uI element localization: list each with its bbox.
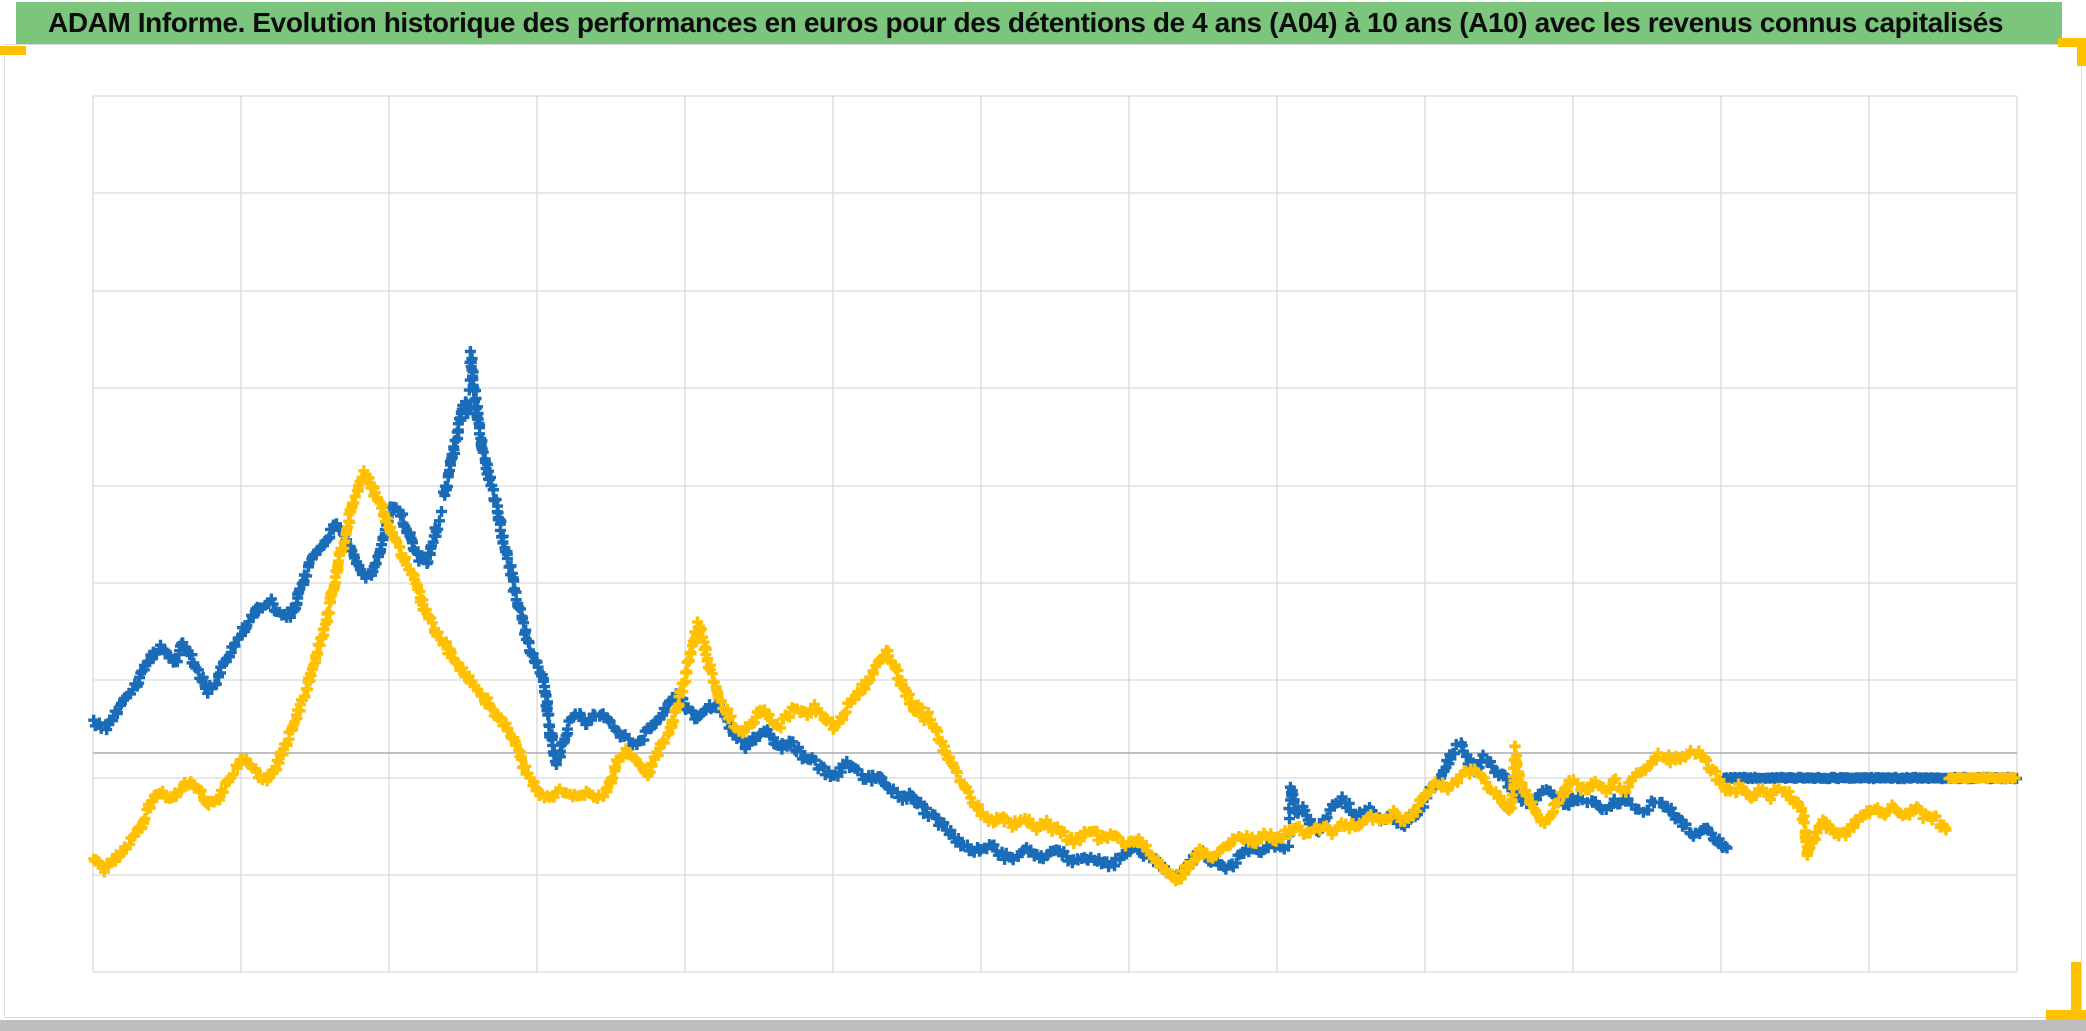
bottom-gray-strip — [0, 1020, 2086, 1031]
selection-handle-top-right-h[interactable] — [2058, 38, 2086, 47]
chart-canvas — [88, 95, 2023, 973]
page-title: ADAM Informe. Evolution historique des p… — [48, 7, 2004, 38]
series-gold — [88, 465, 2021, 887]
title-banner: ADAM Informe. Evolution historique des p… — [16, 2, 2062, 44]
selection-handle-top-right-v[interactable] — [2077, 38, 2086, 66]
selection-handle-bottom-right-v[interactable] — [2071, 962, 2081, 1020]
selection-handle-left[interactable] — [0, 46, 26, 55]
series-blue — [88, 346, 2023, 882]
chart-frame — [4, 44, 2082, 1018]
selection-handle-bottom-right-h[interactable] — [2046, 1010, 2086, 1020]
